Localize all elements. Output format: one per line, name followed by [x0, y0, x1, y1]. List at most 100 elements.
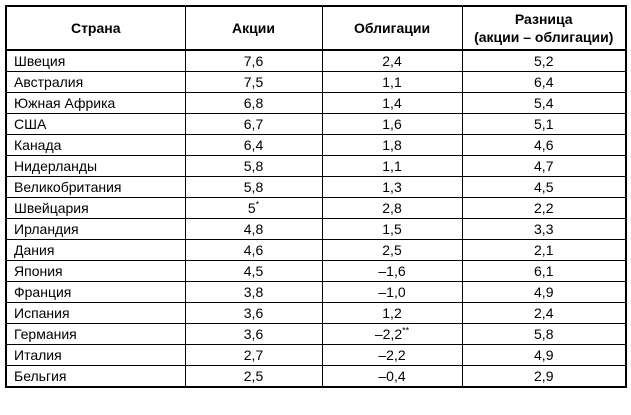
stocks-cell-value: 3,6	[243, 305, 264, 321]
country-cell: Бельгия	[5, 365, 186, 388]
stocks-cell: 6,4	[184, 134, 323, 156]
diff-cell: 4,7	[461, 155, 627, 177]
country-cell: Германия	[5, 323, 186, 345]
bonds-cell: 1,5	[321, 218, 463, 240]
column-header-country: Страна	[5, 5, 186, 51]
bonds-cell-value: 1,1	[382, 158, 402, 174]
table-row: Япония 4,5 –1,6 6,1	[5, 260, 627, 282]
column-header-difference: Разница (акции – облигации)	[461, 5, 627, 51]
table-row: Великобритания 5,8 1,3 4,5	[5, 176, 627, 198]
stocks-cell: 4,8	[184, 218, 323, 240]
stocks-cell: 6,8	[184, 92, 323, 114]
footnote-marker: **	[402, 325, 410, 336]
bonds-cell: –2,2	[321, 344, 463, 366]
country-cell-value: Ирландия	[14, 221, 79, 237]
bonds-cell: 1,2	[321, 302, 463, 324]
stocks-cell-value: 2,5	[243, 368, 264, 384]
bonds-cell-value: 1,6	[382, 116, 402, 132]
bonds-cell: 1,8	[321, 134, 463, 156]
country-cell-value: Испания	[14, 305, 70, 321]
diff-cell-value: 6,1	[534, 263, 554, 279]
table-row: Италия 2,7 –2,2 4,9	[5, 344, 627, 366]
bonds-cell-value: –1,6	[378, 263, 406, 279]
bonds-cell-value: 1,4	[382, 95, 402, 111]
diff-cell: 2,4	[461, 302, 627, 324]
bonds-cell: 1,1	[321, 71, 463, 93]
bonds-cell-value: 2,5	[382, 242, 402, 258]
country-cell: Ирландия	[5, 218, 186, 240]
bonds-cell-value: 2,4	[382, 53, 402, 69]
stocks-cell: 5,8	[184, 176, 323, 198]
stocks-cell: 2,7	[184, 344, 323, 366]
column-header-bonds: Облигации	[321, 5, 463, 51]
bonds-cell: 2,5	[321, 239, 463, 261]
footnote-marker: *	[255, 199, 260, 210]
diff-cell: 4,9	[461, 344, 627, 366]
country-cell: Южная Африка	[5, 92, 186, 114]
country-cell: Швейцария	[5, 197, 186, 219]
stocks-cell-value: 5,8	[243, 179, 264, 195]
country-cell-value: Великобритания	[14, 179, 122, 195]
diff-cell-value: 2,9	[534, 368, 554, 384]
bonds-cell-value: –0,4	[378, 368, 406, 384]
diff-cell-value: 4,6	[534, 137, 554, 153]
diff-cell: 4,9	[461, 281, 627, 303]
table-row: Испания 3,6 1,2 2,4	[5, 302, 627, 324]
table-row: Канада 6,4 1,8 4,6	[5, 134, 627, 156]
bonds-cell-value: –2,2	[374, 326, 403, 342]
stocks-cell: 3,6	[184, 302, 323, 324]
stocks-cell-value: 6,8	[243, 95, 264, 111]
stocks-cell: 5*	[184, 197, 323, 219]
diff-cell-value: 3,3	[534, 221, 554, 237]
diff-cell: 2,2	[461, 197, 627, 219]
stocks-cell: 3,8	[184, 281, 323, 303]
bonds-cell-value: –1,0	[378, 284, 406, 300]
stocks-cell: 7,6	[184, 49, 323, 72]
diff-cell-value: 5,1	[534, 116, 554, 132]
bonds-cell: –2,2**	[321, 323, 463, 345]
country-cell-value: Австралия	[14, 74, 84, 90]
stocks-cell-value: 4,5	[243, 263, 264, 279]
table-row: Южная Африка 6,8 1,4 5,4	[5, 92, 627, 114]
country-cell-value: США	[14, 116, 47, 132]
stocks-cell-value: 5,8	[243, 158, 264, 174]
bonds-cell-value: –2,2	[378, 347, 406, 363]
diff-cell: 4,5	[461, 176, 627, 198]
diff-cell: 5,4	[461, 92, 627, 114]
diff-cell: 2,1	[461, 239, 627, 261]
stocks-cell: 5,8	[184, 155, 323, 177]
stocks-cell: 2,5	[184, 365, 323, 388]
stocks-cell: 4,5	[184, 260, 323, 282]
bonds-cell-value: 1,8	[382, 137, 402, 153]
table-row: Нидерланды 5,8 1,1 4,7	[5, 155, 627, 177]
table-row: Швейцария 5* 2,8 2,2	[5, 197, 627, 219]
bonds-cell-value: 1,5	[382, 221, 402, 237]
diff-cell-value: 5,8	[534, 326, 554, 342]
diff-cell: 5,1	[461, 113, 627, 135]
table-row: Германия 3,6 –2,2** 5,8	[5, 323, 627, 345]
stocks-cell: 7,5	[184, 71, 323, 93]
stocks-cell-value: 5	[247, 200, 256, 216]
country-cell-value: Япония	[14, 263, 63, 279]
country-cell-value: Нидерланды	[14, 158, 98, 174]
bonds-cell: 1,4	[321, 92, 463, 114]
table-row: Франция 3,8 –1,0 4,9	[5, 281, 627, 303]
bonds-cell: 1,3	[321, 176, 463, 198]
country-cell: Австралия	[5, 71, 186, 93]
stocks-cell-value: 6,7	[243, 116, 264, 132]
stocks-cell: 3,6	[184, 323, 323, 345]
stocks-cell-value: 4,8	[243, 221, 264, 237]
country-cell: Великобритания	[5, 176, 186, 198]
country-cell-value: Франция	[14, 284, 72, 300]
returns-table: Страна Акции Облигации Разница (акции – …	[5, 5, 627, 388]
country-cell-value: Швейцария	[14, 200, 89, 216]
stocks-cell-value: 6,4	[243, 137, 264, 153]
diff-cell-value: 4,9	[534, 347, 554, 363]
bonds-cell-value: 1,3	[382, 179, 402, 195]
country-cell-value: Дания	[14, 242, 55, 258]
table-row: Австралия 7,5 1,1 6,4	[5, 71, 627, 93]
table-row: Бельгия 2,5 –0,4 2,9	[5, 365, 627, 388]
diff-cell: 5,2	[461, 49, 627, 72]
diff-cell: 6,1	[461, 260, 627, 282]
bonds-cell-value: 1,1	[382, 74, 402, 90]
